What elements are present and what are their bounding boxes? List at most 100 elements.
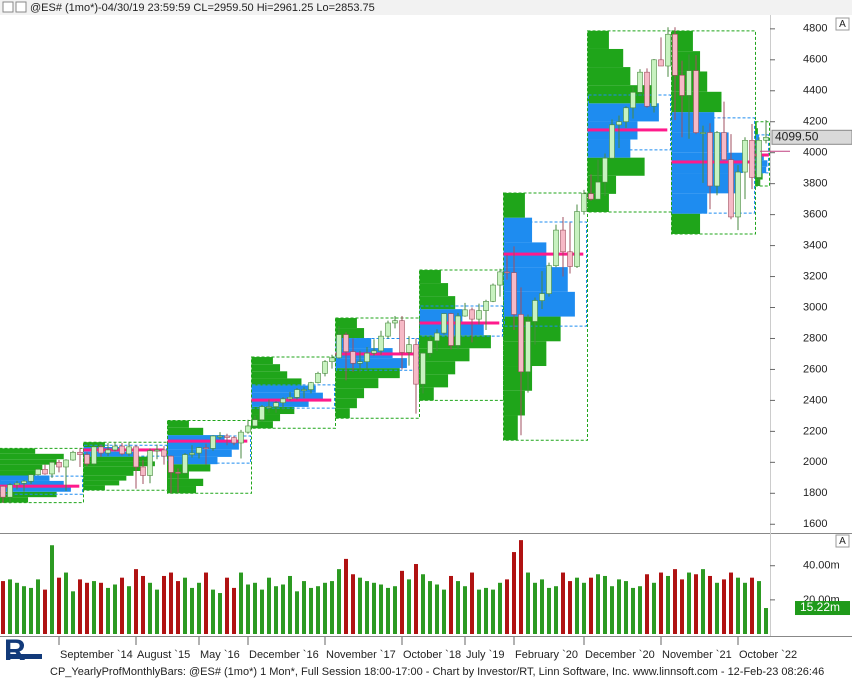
profile-bin [251, 399, 309, 407]
profile-bin [167, 478, 204, 487]
candle-body [539, 293, 545, 301]
candle-body [35, 468, 41, 476]
candle-body [553, 229, 559, 267]
y-tick-label: 3400 [803, 239, 827, 251]
volume-bar [645, 574, 649, 634]
profile-bin [587, 157, 645, 176]
value-area [504, 221, 587, 327]
profile-bin [587, 175, 617, 194]
candle-body [154, 449, 160, 452]
volume-bar [568, 581, 572, 634]
volume-bar [71, 591, 75, 634]
profile-range [335, 317, 420, 419]
candle-body [21, 480, 27, 484]
candle-body [413, 344, 419, 385]
profile-bin [503, 341, 547, 367]
profile-bin [0, 448, 36, 454]
footer-text: CP_YearlyProfMonthlyBars: @ES# (1mo*) 1 … [50, 666, 824, 678]
candle-body [49, 462, 55, 475]
volume-bar [610, 586, 614, 634]
profile-bin [167, 456, 218, 465]
candle-body [714, 132, 720, 187]
profile-bin [755, 121, 757, 129]
candle-body [735, 171, 741, 218]
candle-body [112, 445, 118, 451]
candle-body [42, 468, 48, 475]
profile-bin [251, 378, 302, 386]
volume-bar [274, 586, 278, 634]
candle-body [140, 466, 146, 476]
volume-bar [470, 572, 474, 634]
volume-bar [596, 574, 600, 634]
candle-body [175, 472, 181, 474]
scale-button[interactable] [835, 534, 850, 548]
scale-button-label: A [839, 19, 846, 30]
profile-bin [251, 392, 323, 400]
volume-bar [295, 591, 299, 634]
volume-bar [407, 579, 411, 634]
candle-body [756, 140, 762, 178]
volume-bar [715, 582, 719, 634]
volume-bar [197, 582, 201, 634]
volume-bar [561, 572, 565, 634]
candle-body [378, 335, 384, 352]
volume-bar [449, 575, 453, 634]
profile-bin [671, 173, 736, 194]
volume-bar [582, 582, 586, 634]
profile-bin [251, 357, 273, 365]
volume-bar [701, 569, 705, 634]
volume-bar [589, 577, 593, 634]
profile-bin [335, 328, 365, 339]
volume-bar [99, 582, 103, 634]
candle-body [623, 107, 629, 123]
candle-body [399, 320, 405, 353]
profile-bin [503, 415, 518, 441]
candle-body [511, 272, 517, 315]
volume-bar [190, 587, 194, 634]
candle-body [196, 447, 202, 454]
candle-body [161, 449, 167, 457]
candle-body [532, 300, 538, 322]
profile-bin [671, 213, 701, 234]
y-tick-label: 3600 [803, 209, 827, 221]
volume-bar [225, 577, 229, 634]
profile-bin [167, 486, 197, 494]
volume-bar [15, 582, 19, 634]
y-tick-label: 4000 [803, 147, 827, 159]
y-tick-label: 2200 [803, 425, 827, 437]
volume-bar [554, 586, 558, 634]
volume-bar [176, 581, 180, 634]
scale-button[interactable] [835, 17, 850, 31]
profile-bin [755, 134, 760, 142]
candle-body [294, 389, 300, 398]
profile-bin [419, 296, 456, 310]
volume-bar [351, 574, 355, 634]
volume-bar [309, 587, 313, 634]
x-tick-label: November `17 [326, 649, 396, 661]
volume-bar [631, 587, 635, 634]
header-checkbox[interactable] [2, 1, 14, 13]
candle-body [371, 350, 377, 354]
volume-bar [57, 577, 61, 634]
profile-bin [0, 453, 64, 460]
header-checkbox[interactable] [15, 1, 27, 13]
profile-bin [83, 480, 120, 486]
profile-bin [251, 421, 273, 429]
volume-bar [344, 558, 348, 634]
poc-line [587, 128, 668, 132]
volume-bar [22, 586, 26, 634]
x-tick-label: December `20 [585, 649, 655, 661]
candle-body [301, 389, 307, 391]
volume-bar [491, 589, 495, 634]
candle-body [252, 419, 258, 427]
candle-body [182, 454, 188, 474]
profile-range [251, 356, 336, 429]
candle-body [490, 284, 496, 302]
candle-body [147, 450, 153, 476]
y-tick-label: 4200 [803, 116, 827, 128]
profile-bin [251, 364, 281, 372]
volume-bar [162, 575, 166, 634]
volume-bar [652, 582, 656, 634]
profile-bin [419, 283, 449, 297]
candle-body [630, 92, 636, 109]
